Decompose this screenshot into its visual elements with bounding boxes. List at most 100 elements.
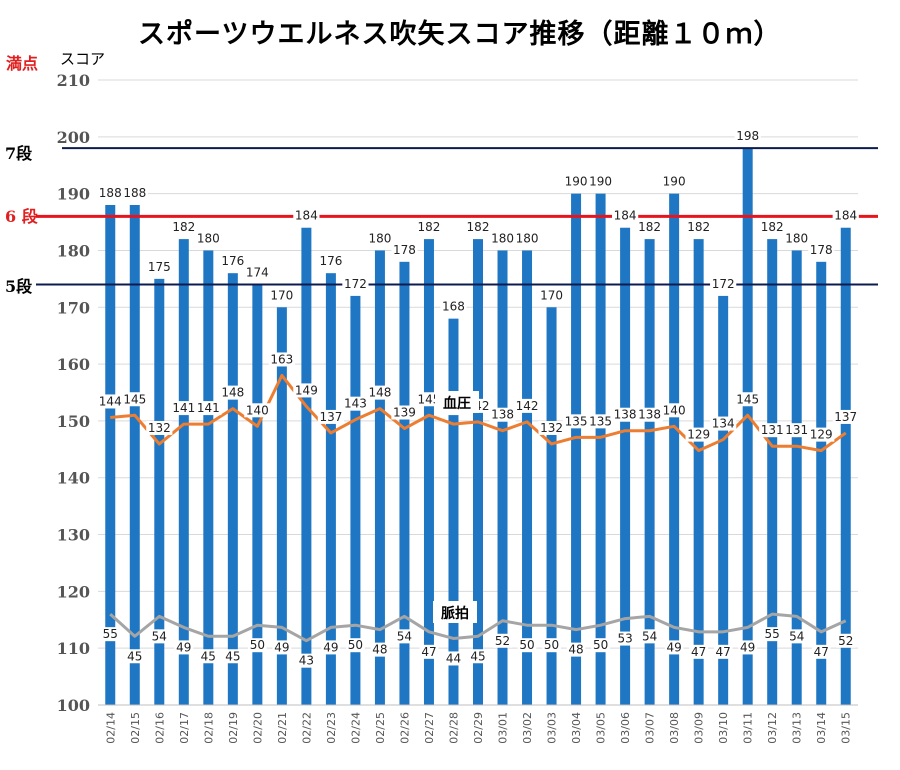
x-tick-label: 03/15 xyxy=(840,712,853,744)
bp-data-label-bg xyxy=(317,409,345,424)
bp-data-label: 145 xyxy=(123,392,146,406)
bp-data-label: 148 xyxy=(221,386,244,400)
score-data-label-bg xyxy=(391,242,418,257)
y-tick-label: 100 xyxy=(57,696,90,715)
pulse-data-label-bg xyxy=(689,644,709,659)
x-tick-label: 02/23 xyxy=(325,712,338,744)
pulse-data-label-bg xyxy=(346,638,365,653)
bp-series-label-bg xyxy=(435,391,479,413)
x-tick-label: 03/09 xyxy=(693,712,706,744)
pulse-data-label: 45 xyxy=(127,649,142,663)
pulse-data-label-bg xyxy=(100,627,120,642)
score-bar xyxy=(816,261,827,705)
pulse-data-label-bg xyxy=(517,638,537,653)
x-tick-label: 03/13 xyxy=(791,712,804,744)
bp-data-label: 143 xyxy=(344,397,367,411)
score-bar xyxy=(301,227,312,705)
bp-data-label-bg xyxy=(759,423,786,438)
bp-data-label: 145 xyxy=(418,392,441,406)
score-bar xyxy=(791,250,802,706)
x-tick-label: 02/26 xyxy=(398,712,411,744)
series-lines xyxy=(109,373,847,643)
bp-data-label-bg xyxy=(685,427,712,442)
pulse-data-label-bg xyxy=(664,640,684,655)
bars xyxy=(105,148,851,706)
bp-data-label: 138 xyxy=(638,408,661,422)
score-data-label: 184 xyxy=(614,209,637,223)
bp-data-label-bg xyxy=(170,401,197,416)
x-tick-label: 02/22 xyxy=(300,712,313,744)
score-bar xyxy=(742,148,753,705)
x-tick-label: 02/19 xyxy=(227,712,240,744)
pulse-data-label-bg xyxy=(811,644,831,659)
bp-data-label-bg xyxy=(661,403,688,418)
score-data-label-bg xyxy=(342,276,369,291)
pulse-data-label-bg xyxy=(247,638,267,653)
score-data-label-bg xyxy=(219,254,246,269)
x-tick-label: 03/08 xyxy=(668,712,681,744)
score-data-label-bg xyxy=(611,208,639,223)
score-data-label: 182 xyxy=(467,220,490,234)
pulse-data-label-bg xyxy=(419,644,439,659)
y-tick-label: 110 xyxy=(57,639,90,658)
pulse-data-label: 47 xyxy=(716,645,731,659)
pulse-data-label-bg xyxy=(149,629,169,644)
score-data-label: 178 xyxy=(393,243,416,257)
pulse-data-label: 54 xyxy=(789,629,804,643)
pulse-data-label: 52 xyxy=(495,634,510,648)
pulse-data-label-bg xyxy=(125,649,145,664)
score-bar xyxy=(693,239,704,705)
y-tick-label: 140 xyxy=(57,469,90,488)
bp-data-label: 132 xyxy=(148,421,171,435)
x-tick-label: 03/01 xyxy=(497,712,510,744)
y-tick-label: 160 xyxy=(57,355,90,374)
pulse-data-label: 50 xyxy=(519,638,534,652)
score-bar xyxy=(178,239,189,705)
score-bar xyxy=(129,205,140,705)
score-data-label-bg xyxy=(244,265,271,280)
pulse-data-label-bg xyxy=(223,649,243,664)
bp-data-label-bg xyxy=(244,403,271,418)
score-bar xyxy=(325,273,336,705)
pulse-data-label: 53 xyxy=(617,632,632,646)
pulse-data-label: 50 xyxy=(593,638,608,652)
bp-data-label-bg xyxy=(808,427,835,442)
score-bar xyxy=(718,295,729,705)
pulse-data-label: 45 xyxy=(201,649,216,663)
chart-title: スポーツウエルネス吹矢スコア推移（距離１０ｍ） xyxy=(138,19,782,50)
score-data-label: 170 xyxy=(270,288,293,302)
score-bar xyxy=(374,250,385,706)
x-tick-label: 03/05 xyxy=(595,712,608,744)
x-tick-label: 02/20 xyxy=(251,712,264,744)
score-data-label-bg xyxy=(759,220,786,235)
score-data-label-bg xyxy=(464,220,492,235)
score-data-label-bg xyxy=(415,220,443,235)
score-bar xyxy=(546,307,557,705)
pulse-data-label-bg xyxy=(640,629,660,644)
x-tick-label: 03/07 xyxy=(644,712,657,744)
score-data-label-bg xyxy=(121,186,148,200)
bp-data-label: 135 xyxy=(589,414,612,428)
score-data-label: 188 xyxy=(123,186,146,200)
x-tick-label: 03/04 xyxy=(570,712,583,744)
score-data-label-bg xyxy=(587,174,614,189)
bp-data-label: 141 xyxy=(197,401,220,415)
score-data-label: 172 xyxy=(712,277,735,291)
score-data-label-bg xyxy=(636,220,663,235)
score-data-label: 174 xyxy=(246,266,269,280)
pulse-data-label: 50 xyxy=(250,638,265,652)
score-data-label: 180 xyxy=(785,231,808,245)
pulse-data-label-bg xyxy=(591,638,610,653)
score-bar xyxy=(105,205,116,705)
x-tick-label: 02/25 xyxy=(374,712,387,744)
bp-data-label: 144 xyxy=(99,394,122,408)
bp-data-label: 135 xyxy=(565,414,588,428)
score-data-label: 184 xyxy=(295,209,318,223)
score-data-label: 178 xyxy=(810,243,833,257)
score-data-label-bg xyxy=(489,231,516,246)
score-data-label: 175 xyxy=(148,260,171,274)
score-data-label: 176 xyxy=(221,254,244,268)
x-tick-label: 03/02 xyxy=(521,712,534,744)
score-data-label-bg xyxy=(317,254,345,269)
